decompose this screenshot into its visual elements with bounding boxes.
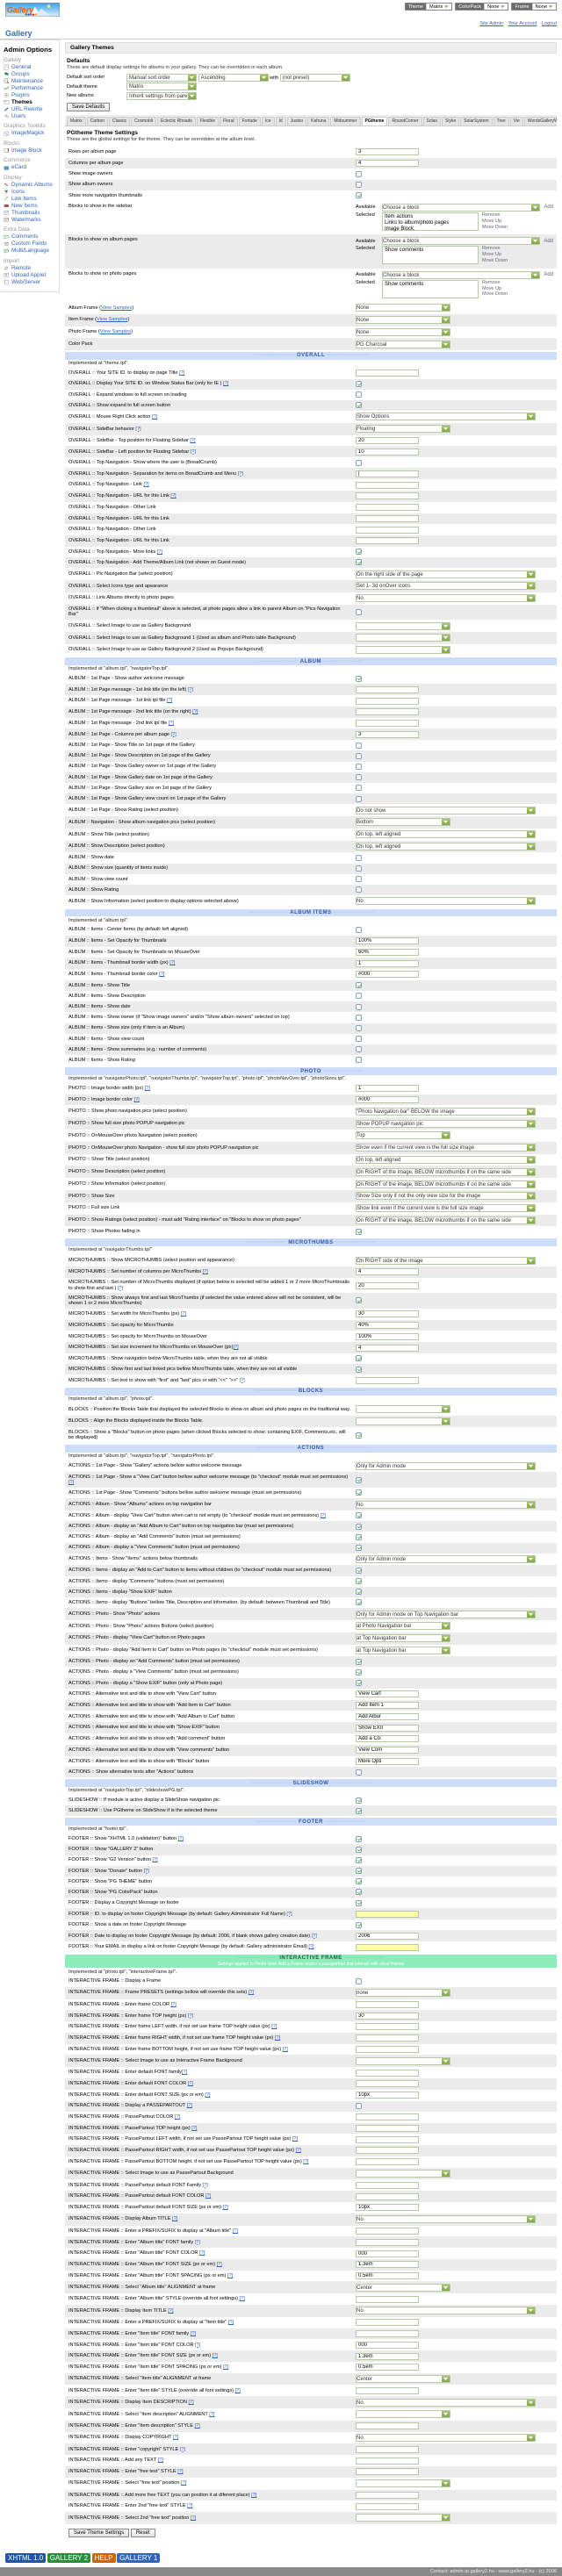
svg-text:Gallery: Gallery <box>7 5 35 14</box>
